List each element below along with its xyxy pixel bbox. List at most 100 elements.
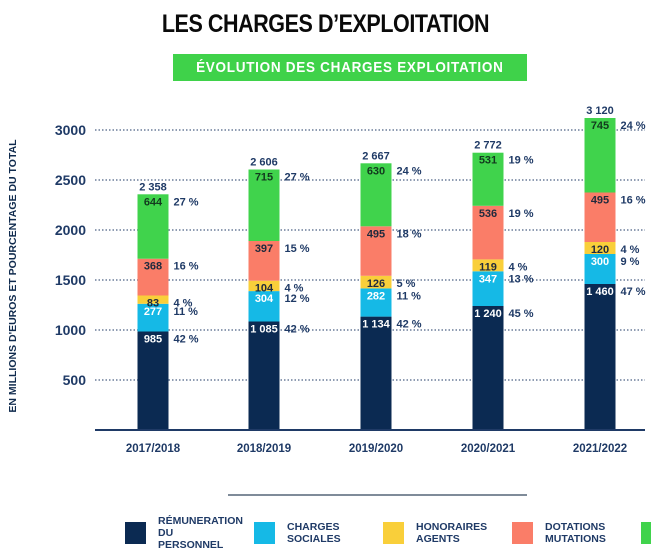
bar-segment xyxy=(584,118,616,193)
legend-item: RÉMUNERATION DU PERSONNEL xyxy=(125,515,243,551)
bar-segment xyxy=(248,291,280,322)
legend-item: AUTRESCHARGES xyxy=(641,515,651,551)
bar-value-label: 304 xyxy=(255,293,274,305)
bar-segment xyxy=(137,194,169,259)
bar-value-label: 368 xyxy=(144,261,162,273)
legend-label: RÉMUNERATION DU PERSONNEL xyxy=(158,515,243,551)
bar-segment xyxy=(472,152,504,206)
bar-value-label: 495 xyxy=(367,228,385,240)
bar-percent-label: 42 % xyxy=(397,319,422,331)
legend-item: HONORAIRES AGENTS xyxy=(383,515,494,551)
bar-value-label: 715 xyxy=(255,172,273,184)
bar-value-label: 120 xyxy=(591,244,609,256)
bar-segment xyxy=(248,169,280,241)
legend-label: HONORAIRES AGENTS xyxy=(416,521,488,545)
x-tick-label: 2019/2020 xyxy=(349,443,403,455)
bar-segment xyxy=(137,295,169,304)
bar-percent-label: 13 % xyxy=(509,273,534,285)
bar-value-label: 126 xyxy=(367,278,385,290)
bar-percent-label: 4 % xyxy=(621,244,640,256)
bar-value-label: 985 xyxy=(144,334,162,346)
x-tick-label: 2020/2021 xyxy=(461,443,516,455)
bar-value-label: 104 xyxy=(255,283,274,295)
y-tick-label: 500 xyxy=(63,372,87,388)
bar-value-label: 536 xyxy=(479,208,497,220)
bar-total-label: 2 667 xyxy=(362,150,390,162)
legend-label: CHARGES SOCIALES xyxy=(287,521,341,545)
bar-percent-label: 11 % xyxy=(174,306,199,318)
bar-percent-label: 19 % xyxy=(509,208,534,220)
chart-title: LES CHARGES D’EXPLOITATION xyxy=(161,10,490,38)
bar-percent-label: 4 % xyxy=(285,283,304,295)
bar-segment xyxy=(360,288,392,317)
bar-percent-label: 16 % xyxy=(621,195,646,207)
bar-value-label: 630 xyxy=(367,165,385,177)
bar-segment xyxy=(472,205,504,260)
bar-percent-label: 24 % xyxy=(397,165,422,177)
chart-subtitle-banner: ÉVOLUTION DES CHARGES EXPLOITATION xyxy=(173,54,527,81)
bar-segment xyxy=(584,254,616,284)
x-tick-label: 2021/2022 xyxy=(573,443,627,455)
bar-value-label: 1 134 xyxy=(362,319,390,331)
bar-value-label: 495 xyxy=(591,195,609,207)
bar-value-label: 1 460 xyxy=(586,286,614,298)
bar-value-label: 1 240 xyxy=(474,308,502,320)
bar-segment xyxy=(584,242,616,254)
y-tick-label: 1500 xyxy=(55,272,86,288)
legend-swatch xyxy=(512,522,533,544)
bar-value-label: 347 xyxy=(479,273,497,285)
bar-segment xyxy=(584,192,616,242)
bar-percent-label: 42 % xyxy=(174,334,199,346)
legend-swatch xyxy=(641,522,651,544)
bar-segment xyxy=(360,316,392,430)
bar-value-label: 397 xyxy=(255,243,273,255)
x-tick-label: 2018/2019 xyxy=(237,443,291,455)
bar-value-label: 1 085 xyxy=(250,324,278,336)
bar-segment xyxy=(137,303,169,332)
bar-value-label: 531 xyxy=(479,155,497,167)
bar-segment xyxy=(248,321,280,430)
bar-value-label: 277 xyxy=(144,306,162,318)
bar-percent-label: 45 % xyxy=(509,308,534,320)
bar-percent-label: 42 % xyxy=(285,324,310,336)
legend-item: DOTATIONS MUTATIONS xyxy=(512,515,623,551)
bar-percent-label: 47 % xyxy=(621,286,646,298)
y-tick-label: 3000 xyxy=(55,122,86,138)
bar-percent-label: 4 % xyxy=(174,298,193,310)
bar-segment xyxy=(360,226,392,276)
y-tick-label: 2000 xyxy=(55,222,86,238)
legend-item: CHARGES SOCIALES xyxy=(254,515,365,551)
bar-total-label: 2 606 xyxy=(250,157,278,169)
x-tick-label: 2017/2018 xyxy=(126,443,181,455)
bar-value-label: 119 xyxy=(479,261,497,273)
bar-total-label: 3 120 xyxy=(586,105,614,117)
legend-swatch xyxy=(125,522,146,544)
bar-segment xyxy=(248,280,280,292)
bar-segment xyxy=(137,331,169,430)
bar-percent-label: 24 % xyxy=(621,120,646,132)
y-tick-label: 1000 xyxy=(55,322,86,338)
chart-subtitle: ÉVOLUTION DES CHARGES EXPLOITATION xyxy=(196,59,504,76)
bar-total-label: 2 772 xyxy=(474,140,502,152)
bar-percent-label: 5 % xyxy=(397,278,416,290)
bar-percent-label: 27 % xyxy=(285,172,310,184)
bar-segment xyxy=(472,306,504,430)
bar-percent-label: 18 % xyxy=(397,228,422,240)
legend: RÉMUNERATION DU PERSONNEL CHARGES SOCIALES H… xyxy=(125,515,651,551)
bar-segment xyxy=(137,258,169,296)
bar-percent-label: 19 % xyxy=(509,155,534,167)
bar-value-label: 83 xyxy=(147,298,159,310)
bar-value-label: 300 xyxy=(591,256,609,268)
bar-segment xyxy=(472,271,504,306)
bar-value-label: 745 xyxy=(591,120,609,132)
bar-percent-label: 27 % xyxy=(174,196,199,208)
bar-segment xyxy=(248,241,280,281)
bar-segment xyxy=(584,284,616,430)
legend-label: DOTATIONS MUTATIONS xyxy=(545,521,606,545)
bar-total-label: 2 358 xyxy=(139,181,167,193)
bar-percent-label: 16 % xyxy=(174,261,199,273)
bar-percent-label: 9 % xyxy=(621,256,640,268)
bar-segment xyxy=(360,275,392,289)
bar-segment xyxy=(360,163,392,227)
